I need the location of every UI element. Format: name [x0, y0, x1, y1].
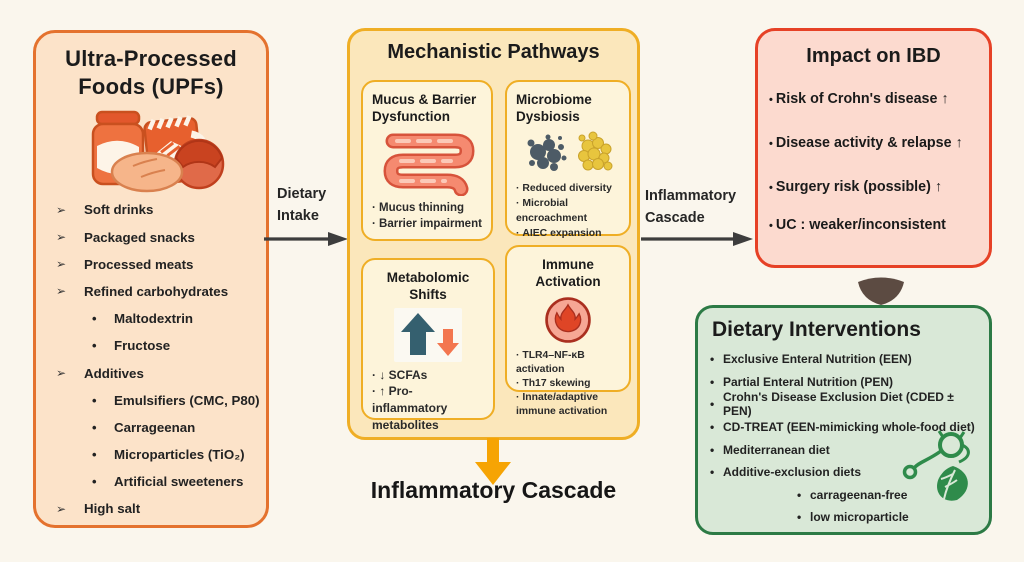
bullet: TLR4–NF-κB activation — [516, 349, 620, 377]
metabolomic-shifts-box: Metabolomic Shifts ↓ SCFAs ↑ Pro-inflamm… — [361, 258, 495, 432]
box-title: Microbiome Dysbiosis — [516, 92, 592, 125]
list-item: Additive-exclusion diets — [710, 461, 977, 484]
impact-item: Risk of Crohn's disease ↑ — [769, 91, 978, 107]
list-item: Additives — [56, 359, 260, 386]
stethoscope-leaf-icon — [902, 430, 970, 501]
bullet: Mucus thinning — [372, 200, 482, 217]
bullet: Reduced diversity — [516, 181, 620, 196]
list-item-label: Carrageenan — [114, 419, 196, 435]
list-item: Processed meats — [56, 251, 260, 278]
list-item: Emulsifiers (CMC, P80) — [56, 387, 260, 414]
box-bullets: TLR4–NF-κB activation Th17 skewing Innat… — [516, 349, 620, 419]
list-item-label: Emulsifiers (CMC, P80) — [114, 392, 260, 408]
list-item-label: Packaged snacks — [84, 229, 195, 245]
bullet: Microbial encroachment — [516, 196, 620, 226]
list-item: Artificial sweeteners — [56, 468, 260, 495]
list-item-label: Partial Enteral Nutrition (PEN) — [723, 374, 894, 389]
list-item: carrageenan-free — [710, 484, 977, 507]
list-item-label: carrageenan-free — [810, 487, 908, 502]
list-item: Refined carbohydrates — [56, 278, 260, 305]
list-item: Crohn's Disease Exclusion Diet (CDED ± P… — [710, 390, 977, 419]
list-item-label: Maltodextrin — [114, 311, 194, 327]
inflammatory-cascade-label: Inflammatory Cascade — [645, 188, 737, 227]
list-item: Microparticles (TiO₂) — [56, 441, 260, 468]
list-item-label: Refined carbohydrates — [84, 283, 229, 299]
interventions-list: Exclusive Enteral Nutrition (EEN) Partia… — [710, 348, 977, 529]
inflammation-flame-icon — [545, 296, 591, 343]
box-title: Immune Activation — [535, 257, 601, 290]
list-item-label: CD-TREAT (EEN-mimicking whole-food diet) — [723, 420, 975, 435]
impact-panel-title: Impact on IBD — [806, 45, 941, 67]
bullet: Barrier impairment — [372, 216, 482, 233]
box-bullets: ↓ SCFAs ↑ Pro-inflammatory metabolites — [372, 367, 484, 434]
interventions-panel: Dietary Interventions Exclusive Enteral … — [695, 305, 992, 535]
list-item: Soft drinks — [56, 196, 260, 223]
bullet: Th17 skewing — [516, 377, 620, 391]
impact-panel: Impact on IBD Risk of Crohn's disease ↑ … — [755, 28, 992, 268]
list-item-label: Artificial sweeteners — [114, 474, 244, 490]
list-item: Fructose — [56, 332, 260, 359]
list-item: Partial Enteral Nutrition (PEN) — [710, 371, 977, 394]
up-down-arrows-icon — [394, 307, 462, 362]
right-arrow-icon — [641, 232, 753, 246]
impact-item: Surgery risk (possible) ↑ — [769, 179, 978, 195]
upf-list: Soft drinks Packaged snacks Processed me… — [36, 196, 266, 522]
dietary-intake-label: Dietary Intake — [277, 186, 327, 225]
interventions-panel-title: Dietary Interventions — [712, 318, 921, 341]
box-bullets: Mucus thinning Barrier impairment — [372, 200, 482, 233]
list-item-label: low microparticle — [810, 510, 909, 525]
list-item-label: Exclusive Enteral Nutrition (EEN) — [723, 352, 912, 367]
list-item-label: Additive-exclusion diets — [723, 465, 862, 480]
down-wedge-icon — [858, 277, 904, 305]
down-arrow-icon — [475, 438, 511, 485]
right-arrow-icon — [264, 232, 348, 246]
list-item-label: Soft drinks — [84, 202, 154, 218]
list-item: Maltodextrin — [56, 305, 260, 332]
list-item: High salt — [56, 495, 260, 522]
list-item-label: Mediterranean diet — [723, 442, 830, 457]
impact-item: UC : weaker/inconsistent — [769, 217, 978, 233]
impact-item: Disease activity & relapse ↑ — [769, 135, 978, 151]
bullet: ↓ SCFAs — [372, 367, 484, 384]
box-title: Metabolomic Shifts — [386, 270, 470, 303]
list-item: low microparticle — [710, 506, 977, 529]
inflammatory-cascade-title: Inflammatory Cascade — [370, 477, 617, 503]
list-item-label: Additives — [84, 365, 144, 381]
bullet: Innate/adaptive immune activation — [516, 391, 620, 419]
list-item-label: High salt — [84, 501, 141, 517]
list-item-label: Processed meats — [84, 256, 194, 272]
list-item-label: Microparticles (TiO₂) — [114, 447, 245, 463]
bullet: ↑ Pro-inflammatory metabolites — [372, 383, 484, 433]
immune-activation-box: Immune Activation TLR4–NF-κB activation … — [505, 245, 631, 417]
intestine-icon — [383, 133, 475, 196]
upf-panel: Ultra-Processed Foods (UPFs) Soft drinks… — [33, 30, 269, 528]
upf-panel-title: Ultra-Processed Foods (UPFs) — [65, 46, 237, 100]
list-item: Carrageenan — [56, 414, 260, 441]
processed-foods-illustration-icon — [91, 111, 225, 193]
list-item-label: Fructose — [114, 338, 171, 354]
list-item: Exclusive Enteral Nutrition (EEN) — [710, 348, 977, 371]
list-item-label: Crohn's Disease Exclusion Diet (CDED ± P… — [723, 390, 954, 419]
microbiome-dysbiosis-box: Microbiome Dysbiosis Reduced diversity — [505, 80, 631, 239]
list-item: CD-TREAT (EEN-mimicking whole-food diet) — [710, 416, 977, 439]
bullet: AIEC expansion — [516, 226, 620, 241]
mucus-barrier-box: Mucus & Barrier Dysfunction Mucus thinni… — [361, 80, 493, 241]
pathways-panel-title: Mechanistic Pathways — [387, 41, 600, 63]
microbe-clusters-icon — [527, 131, 613, 171]
pathways-panel: Mechanistic Pathways Mucus & Barrier Dys… — [347, 28, 640, 440]
list-item: Packaged snacks — [56, 224, 260, 251]
box-bullets: Reduced diversity Microbial encroachment… — [516, 181, 620, 241]
list-item: Mediterranean diet — [710, 438, 977, 461]
box-title: Mucus & Barrier Dysfunction — [372, 92, 477, 125]
